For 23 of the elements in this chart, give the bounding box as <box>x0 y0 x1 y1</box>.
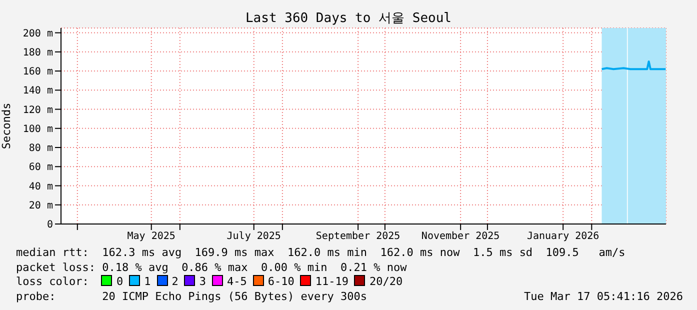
y-tick-label: 180 m <box>22 47 53 58</box>
text: Tue Mar 17 05:41:16 2026 <box>524 290 683 302</box>
y-tick-label: 40 m <box>28 181 53 192</box>
x-tick-label: September 2025 <box>316 231 400 242</box>
text: loss color: 0 1 2 3 4-5 6-10 11-19 20/20 <box>16 275 403 288</box>
y-tick-label: 20 m <box>28 200 53 212</box>
text: probe: 20 ICMP Echo Pings (56 Bytes) every 300s <box>16 290 367 302</box>
y-tick-label: 200 m <box>22 28 53 40</box>
x-tick-label: November 2025 <box>421 231 500 242</box>
y-axis-title: Seconds <box>0 102 13 150</box>
x-tick-label: July 2025 <box>226 231 281 242</box>
y-tick-label: 60 m <box>28 162 53 174</box>
y-tick-label: 80 m <box>28 143 53 154</box>
x-tick-label: January 2026 <box>526 231 600 242</box>
y-tick-label: 140 m <box>22 86 53 97</box>
y-tick-label: 120 m <box>22 104 53 116</box>
y-tick-label: 160 m <box>22 66 53 78</box>
x-tick-label: May 2025 <box>127 231 176 242</box>
text: packet loss: 0.18 % avg 0.86 % max 0.00 % min 0.21 % now <box>16 260 408 275</box>
y-tick-label: 100 m <box>22 124 53 135</box>
chart-title: Last 360 Days to 서울 Seoul <box>244 10 452 27</box>
text: median rtt: 162.3 ms avg 169.9 ms max 162.0 ms min 162.0 ms now 1.5 ms sd 109.5 am/s <box>16 246 626 260</box>
y-tick-label: 0 <box>46 220 53 231</box>
